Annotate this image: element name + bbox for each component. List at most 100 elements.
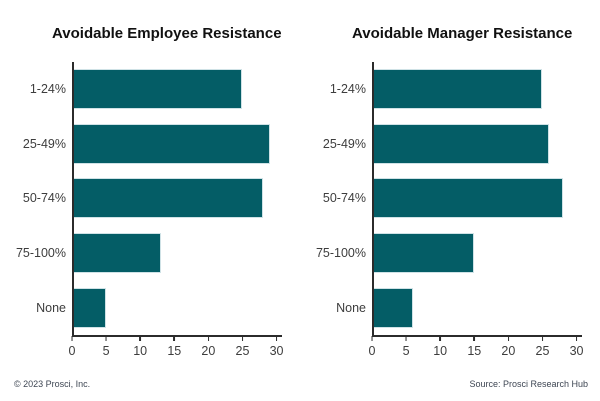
x-axis-line (72, 335, 282, 337)
tick-mark (207, 336, 210, 341)
tick-mark (439, 336, 441, 341)
bar-row: 1-24% (10, 62, 282, 117)
bar-rows: 1-24% 25-49% 50-74% 75-100% None (10, 62, 282, 335)
bar-track (372, 171, 582, 226)
x-axis-ticks: 0 5 10 15 20 25 30 (368, 335, 584, 361)
tick-label: 30 (569, 344, 584, 358)
tick-label: 10 (133, 344, 148, 358)
bar (372, 69, 543, 110)
tick-label: 0 (68, 344, 76, 358)
bar (72, 233, 161, 274)
category-label: None (36, 300, 66, 315)
bar (72, 287, 107, 328)
x-tick: 10 (433, 336, 447, 358)
tick-mark (241, 336, 244, 341)
x-tick: 25 (535, 336, 550, 358)
bar-track (72, 117, 282, 172)
bar-track (72, 226, 282, 281)
bar-row: None (310, 280, 582, 335)
tick-label: 5 (102, 344, 110, 358)
x-tick: 0 (368, 336, 376, 358)
x-tick: 0 (68, 336, 76, 358)
footer: © 2023 Prosci, Inc. Source: Prosci Resea… (14, 379, 588, 389)
tick-label: 10 (433, 344, 448, 358)
x-tick: 15 (467, 336, 481, 358)
tick-mark (473, 336, 476, 341)
x-axis-line (372, 335, 582, 337)
y-axis-line (72, 62, 74, 336)
bar-row: 75-100% (10, 226, 282, 281)
tick-mark (371, 336, 373, 341)
x-tick: 5 (403, 336, 410, 358)
chart-title-manager: Avoidable Manager Resistance (352, 25, 573, 42)
chart-employee-resistance: Avoidable Employee Resistance 1-24% 25-49… (0, 23, 300, 361)
bar (72, 178, 263, 219)
x-tick: 20 (501, 336, 515, 358)
bar (372, 123, 550, 164)
category-label: 75-100% (15, 246, 66, 261)
tick-mark (139, 336, 141, 341)
tick-label: 0 (368, 344, 376, 358)
tick-label: 30 (269, 344, 284, 358)
bar-row: 25-49% (10, 117, 282, 172)
bar (372, 178, 563, 219)
bar-track (372, 280, 582, 335)
bar (372, 233, 475, 274)
category-label: 50-74% (22, 191, 66, 206)
bar-track (372, 226, 582, 281)
tick-mark (541, 336, 544, 341)
x-tick: 30 (269, 336, 284, 358)
chart-title-employee: Avoidable Employee Resistance (52, 25, 282, 42)
tick-label: 20 (501, 344, 516, 358)
tick-mark (507, 336, 510, 341)
bar (72, 69, 243, 110)
x-tick: 20 (201, 336, 215, 358)
tick-label: 5 (402, 344, 410, 358)
x-tick: 10 (133, 336, 147, 358)
chart-manager-resistance: Avoidable Manager Resistance 1-24% 25-49%… (300, 23, 600, 361)
bar (72, 123, 270, 164)
tick-label: 25 (535, 344, 550, 358)
plot-area-manager: 1-24% 25-49% 50-74% 75-100% None (310, 62, 582, 337)
x-tick: 30 (569, 336, 584, 358)
x-tick: 25 (235, 336, 250, 358)
bar-row: None (10, 280, 282, 335)
category-label: 75-100% (315, 246, 366, 261)
bar-track (72, 171, 282, 226)
category-label: 1-24% (29, 82, 66, 97)
bar-row: 50-74% (310, 171, 582, 226)
bar-track (372, 62, 582, 117)
tick-label: 20 (201, 344, 216, 358)
x-tick: 15 (167, 336, 181, 358)
bar-rows: 1-24% 25-49% 50-74% 75-100% None (310, 62, 582, 335)
category-label: 1-24% (329, 82, 366, 97)
tick-label: 15 (467, 344, 482, 358)
tick-mark (275, 336, 278, 341)
category-label: 25-49% (22, 136, 66, 151)
category-label: None (336, 300, 366, 315)
bar-track (372, 117, 582, 172)
tick-mark (575, 336, 578, 341)
charts-row: Avoidable Employee Resistance 1-24% 25-49… (0, 23, 600, 361)
bar-row: 1-24% (310, 62, 582, 117)
bar (372, 287, 413, 328)
bar-track (72, 62, 282, 117)
bar-row: 25-49% (310, 117, 582, 172)
bar-row: 50-74% (10, 171, 282, 226)
x-axis-ticks: 0 5 10 15 20 25 30 (68, 335, 284, 361)
tick-mark (173, 336, 176, 341)
y-axis-line (372, 62, 374, 336)
copyright-text: © 2023 Prosci, Inc. (14, 379, 91, 389)
tick-label: 25 (235, 344, 250, 358)
category-label: 25-49% (322, 136, 366, 151)
x-tick: 5 (103, 336, 110, 358)
tick-mark (405, 336, 407, 341)
bar-track (72, 280, 282, 335)
tick-label: 15 (167, 344, 182, 358)
bar-row: 75-100% (310, 226, 582, 281)
plot-area-employee: 1-24% 25-49% 50-74% 75-100% None (10, 62, 282, 337)
tick-mark (105, 336, 107, 341)
source-text: Source: Prosci Research Hub (469, 379, 588, 389)
tick-mark (71, 336, 73, 341)
